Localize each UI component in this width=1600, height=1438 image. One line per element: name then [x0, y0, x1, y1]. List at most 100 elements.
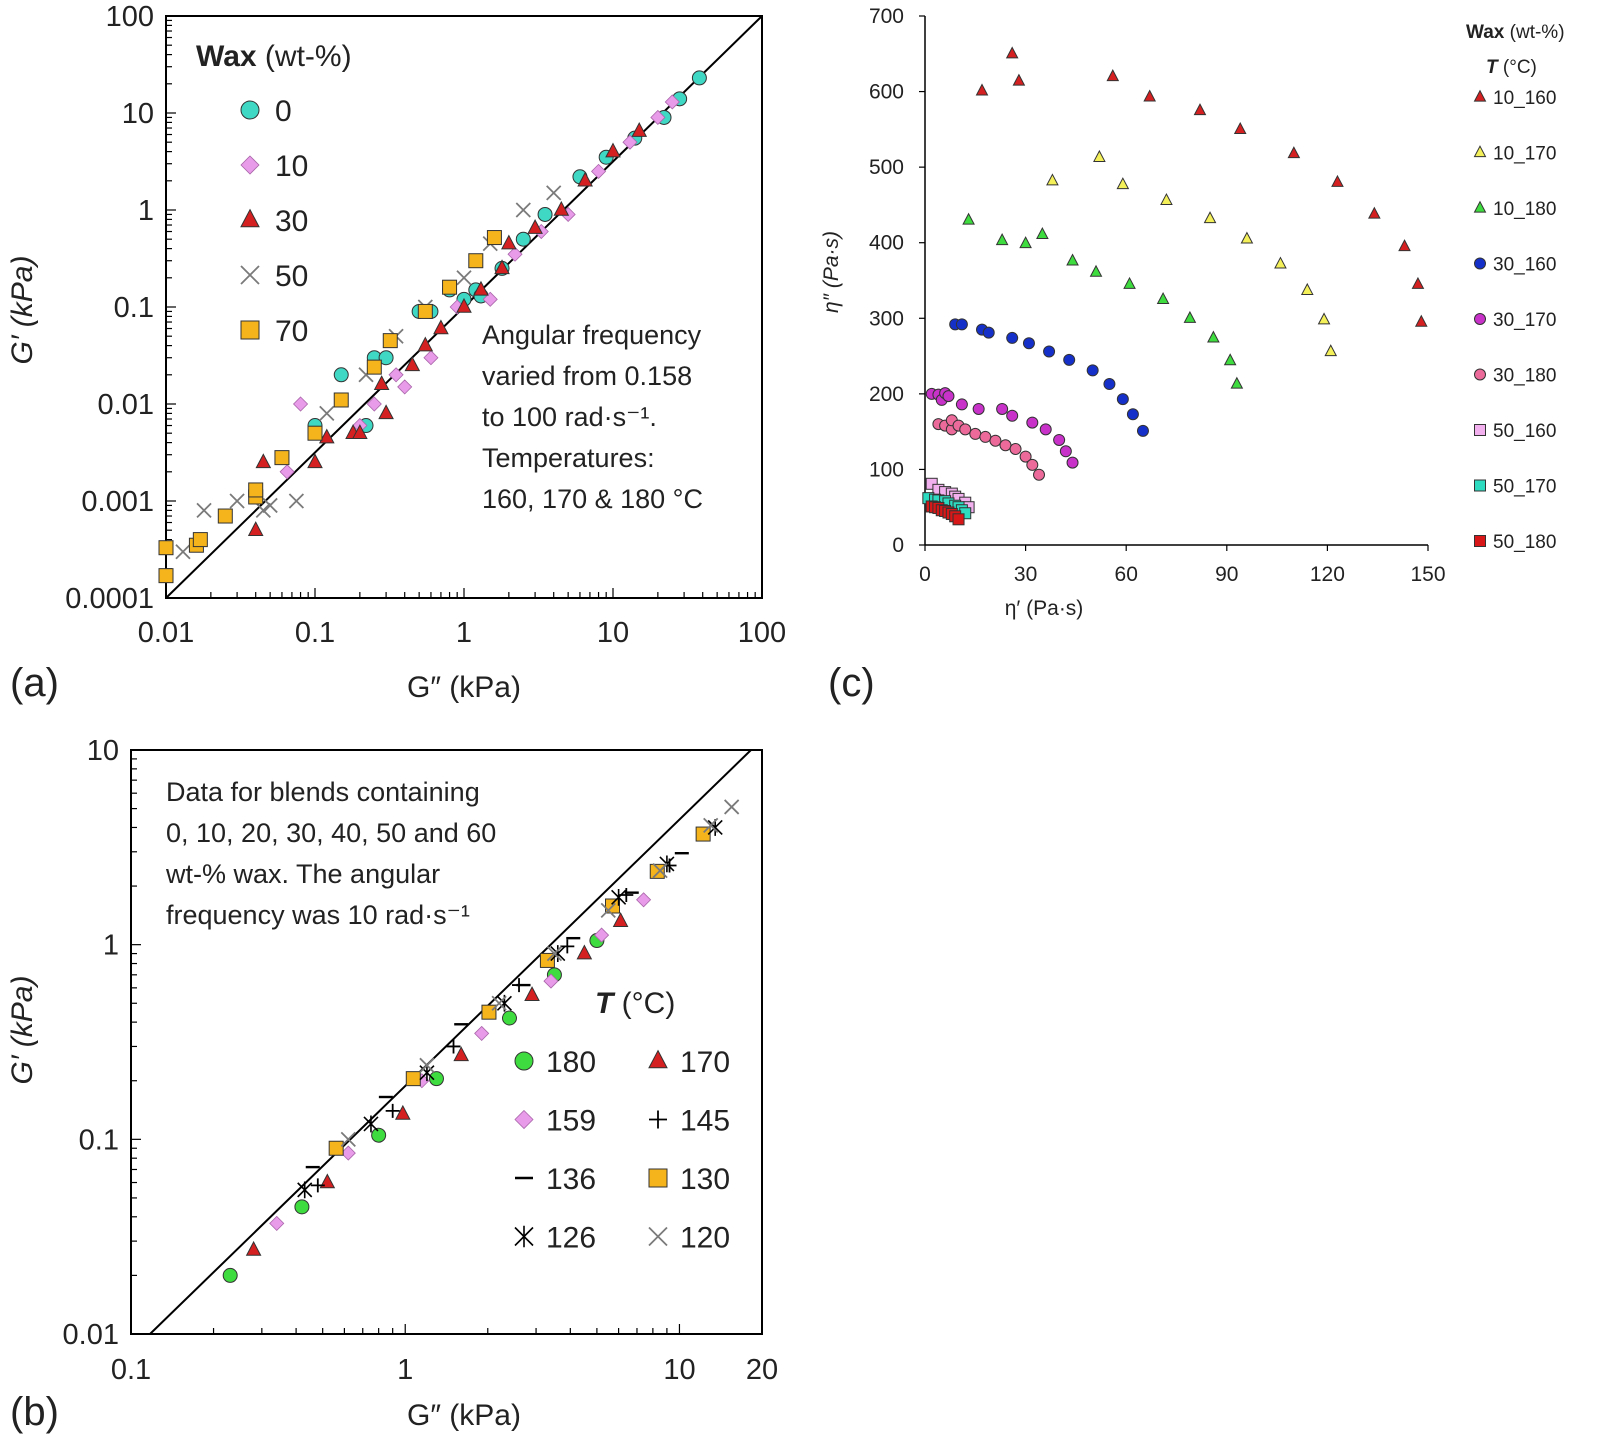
- x-tick-label: 10: [663, 1354, 695, 1386]
- chart-c-legend-title: Wax (wt-%): [1466, 22, 1565, 43]
- data-point: [1039, 423, 1052, 436]
- data-point: [247, 521, 264, 536]
- legend-marker: [1473, 145, 1487, 158]
- data-point: [385, 1103, 400, 1118]
- legend-marker: [648, 1049, 668, 1069]
- data-point: [1287, 146, 1301, 159]
- legend-marker: [648, 1168, 668, 1188]
- data-point: [333, 367, 349, 383]
- data-point: [442, 279, 458, 295]
- data-point: [1022, 337, 1035, 350]
- legend-marker: [514, 1051, 534, 1071]
- data-point: [1411, 276, 1425, 289]
- data-point: [703, 817, 719, 834]
- data-point: [1005, 46, 1019, 59]
- data-point: [397, 379, 413, 395]
- legend-label: 180: [546, 1046, 596, 1079]
- chart-a-legend-title: Wax (wt-%): [196, 40, 352, 73]
- data-point: [590, 163, 607, 179]
- data-point: [989, 434, 1002, 447]
- chart-a-annotation: Angular frequency varied from 0.158 to 100…: [482, 320, 703, 514]
- data-point: [468, 253, 484, 269]
- data-point: [158, 540, 174, 556]
- data-point: [975, 83, 989, 96]
- x-tick-label: 1: [397, 1354, 413, 1386]
- legend-label: 145: [680, 1105, 730, 1138]
- data-point: [652, 863, 668, 879]
- y-tick-label: 1: [103, 930, 119, 962]
- data-point: [417, 303, 433, 319]
- y-tick-label: 600: [869, 81, 904, 104]
- data-point: [594, 927, 610, 943]
- data-point: [942, 390, 955, 403]
- data-point: [1046, 173, 1059, 186]
- data-point: [999, 439, 1012, 452]
- data-point: [1019, 236, 1032, 249]
- data-point: [1274, 256, 1287, 269]
- data-point: [373, 375, 390, 390]
- data-point: [560, 939, 575, 954]
- data-point: [1026, 416, 1039, 429]
- data-point: [1006, 409, 1019, 422]
- legend-label: 30: [275, 205, 308, 238]
- data-point: [1300, 282, 1314, 295]
- data-point: [404, 356, 421, 372]
- chart-b-legend-title-rest: (°C): [613, 987, 675, 1020]
- data-point: [577, 171, 593, 187]
- legend-marker: [240, 155, 260, 175]
- data-point: [1093, 149, 1106, 162]
- data-point: [1143, 89, 1157, 102]
- y-tick-label: 0.01: [98, 389, 154, 421]
- data-point: [340, 1131, 356, 1147]
- annotation-line: wt-% wax. The angular: [165, 859, 440, 889]
- data-point: [1368, 206, 1381, 219]
- data-point: [307, 425, 323, 441]
- legend-marker: [1474, 257, 1486, 270]
- data-point: [319, 1173, 336, 1189]
- legend-marker: [1474, 479, 1486, 492]
- legend-label: 70: [275, 315, 308, 348]
- chart-c: 0 100 200 300 400 500 600 700 0 30 60 90 120 150 η″ …: [820, 5, 1565, 705]
- data-point: [1053, 433, 1066, 446]
- y-tick-label: 400: [869, 232, 904, 255]
- y-tick-label: 100: [106, 1, 154, 33]
- y-tick-label: 10: [87, 735, 119, 767]
- chart-c-legend: 10_160 10_170 10_180 30_160 30_170 30_180 50_1…: [1473, 88, 1556, 553]
- data-point: [423, 350, 439, 366]
- data-point: [371, 1127, 387, 1143]
- x-tick-label: 90: [1215, 563, 1238, 586]
- data-point: [996, 402, 1009, 415]
- data-point: [1066, 253, 1079, 266]
- data-point: [1116, 177, 1130, 190]
- data-point: [962, 212, 975, 225]
- data-point: [1006, 331, 1019, 344]
- chart-a-points: [158, 70, 707, 584]
- legend-label: 30_170: [1493, 310, 1556, 331]
- legend-marker: [514, 1225, 534, 1248]
- data-point: [333, 392, 349, 408]
- data-point: [388, 367, 404, 383]
- legend-label: 130: [680, 1163, 730, 1196]
- data-point: [255, 502, 271, 519]
- data-point: [494, 259, 510, 275]
- x-tick-label: 100: [738, 617, 786, 649]
- annotation-line: Angular frequency: [482, 320, 702, 350]
- data-point: [1036, 227, 1049, 240]
- chart-a-x-label: G″ (kPa): [407, 671, 521, 704]
- chart-c-points: [922, 46, 1428, 526]
- data-point: [501, 1010, 517, 1026]
- chart-b-reference-line: [149, 749, 752, 1335]
- data-point: [576, 944, 593, 960]
- data-point: [515, 202, 531, 218]
- data-point: [474, 1025, 490, 1041]
- data-point: [1126, 408, 1139, 421]
- y-tick-label: 10: [122, 98, 154, 130]
- x-tick-label: 20: [746, 1354, 778, 1386]
- data-point: [274, 450, 290, 466]
- data-point: [995, 233, 1009, 246]
- data-point: [319, 405, 335, 422]
- y-tick-label: 200: [869, 383, 904, 406]
- legend-marker: [240, 100, 260, 120]
- data-point: [1116, 393, 1129, 406]
